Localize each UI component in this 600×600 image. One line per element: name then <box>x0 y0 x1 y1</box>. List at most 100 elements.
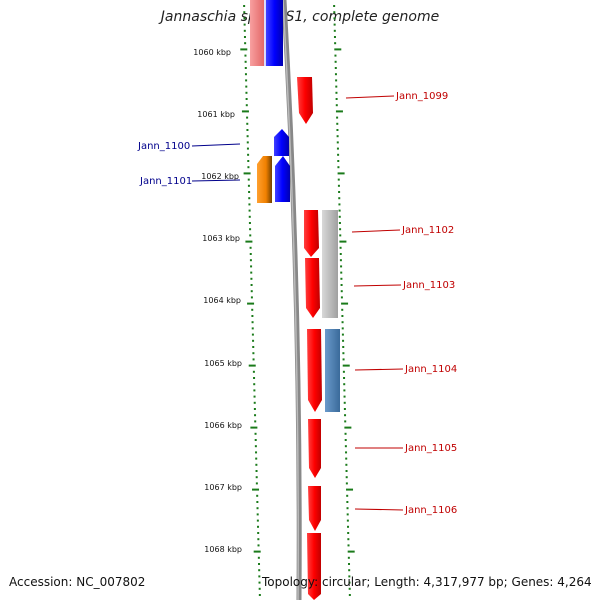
tick-outer <box>336 129 339 131</box>
tick-inner <box>258 587 261 590</box>
gene-label-jann-1105[interactable]: Jann_1105 <box>404 443 457 454</box>
tick-inner <box>248 191 251 193</box>
tick-inner <box>253 395 256 398</box>
leader-jann-1104 <box>354 368 404 371</box>
gene-top-light-red[interactable] <box>250 0 266 66</box>
tick-inner <box>247 160 250 162</box>
tick-outer <box>345 451 348 454</box>
tick-inner <box>257 556 260 559</box>
tick-outer <box>339 253 342 255</box>
tick-inner <box>247 302 255 305</box>
tick-outer <box>338 191 341 193</box>
tick-outer <box>339 259 342 262</box>
tick-inner <box>244 60 247 63</box>
tick-outer <box>346 507 349 510</box>
gene-gray[interactable] <box>322 210 338 318</box>
tick-inner <box>244 42 247 45</box>
tick-inner <box>251 308 254 311</box>
tick-inner <box>251 333 254 336</box>
tick-inner <box>252 488 260 491</box>
gene-jann-1103[interactable] <box>305 258 320 318</box>
gene-top-blue[interactable] <box>266 0 283 66</box>
tick-outer <box>334 60 337 63</box>
gene-orange[interactable] <box>257 156 272 203</box>
tick-outer <box>342 370 345 373</box>
gene-label-jann-1102[interactable]: Jann_1102 <box>401 225 454 236</box>
tick-outer <box>348 594 351 596</box>
tick-inner <box>245 98 248 100</box>
tick-outer <box>336 147 339 150</box>
tick-outer <box>341 333 344 336</box>
tick-outer <box>337 184 340 187</box>
tick-inner <box>245 85 248 88</box>
tick-inner <box>241 110 249 113</box>
tick-inner <box>256 507 259 510</box>
tick-inner <box>254 445 257 448</box>
tick-outer <box>335 79 338 82</box>
gene-label-jann-1099[interactable]: Jann_1099 <box>395 91 448 102</box>
tick-outer <box>337 166 340 169</box>
tick-inner <box>257 538 260 541</box>
tick-inner <box>254 432 257 435</box>
tick-outer <box>345 476 348 479</box>
tick-inner <box>252 370 255 373</box>
gene-label-jann-1100[interactable]: Jann_1100 <box>137 141 190 152</box>
gene-jann-1100[interactable] <box>274 129 289 156</box>
tick-outer <box>347 550 355 553</box>
genome-stats: circular4,317,977 bp4,264 <box>262 575 592 589</box>
tick-outer <box>341 308 344 311</box>
tick-outer <box>345 470 348 472</box>
gene-jann-1102[interactable] <box>304 210 319 257</box>
tick-outer <box>338 209 341 212</box>
tick-inner <box>247 153 250 156</box>
tick-inner <box>246 116 249 119</box>
gene-jann-1106[interactable] <box>308 486 321 531</box>
tick-outer <box>346 519 349 522</box>
tick-inner <box>257 532 260 534</box>
tick-outer <box>334 42 337 45</box>
tick-outer <box>333 36 336 38</box>
tick-inner <box>254 414 257 417</box>
leader-jann-1102 <box>351 229 401 233</box>
tick-outer <box>342 364 350 367</box>
gene-label-jann-1104[interactable]: Jann_1104 <box>404 364 457 375</box>
gene-jann-1105[interactable] <box>308 419 321 478</box>
leader-jann-1099 <box>345 95 395 99</box>
tick-inner <box>243 5 246 7</box>
gene-steel-blue[interactable] <box>325 329 340 412</box>
tick-inner <box>258 594 261 596</box>
tick-inner <box>244 73 247 76</box>
tick-inner <box>240 48 248 51</box>
tick-outer <box>337 178 340 181</box>
tick-outer <box>342 352 345 355</box>
tick-outer <box>348 581 351 584</box>
gene-label-jann-1103[interactable]: Jann_1103 <box>402 280 455 291</box>
tick-marks <box>240 5 355 596</box>
tick-inner <box>255 482 258 485</box>
gene-label-jann-1101[interactable]: Jann_1101 <box>139 176 192 187</box>
tick-outer <box>333 23 336 26</box>
gene-jann-1101[interactable] <box>275 156 290 202</box>
tick-outer <box>348 575 351 578</box>
tick-inner <box>245 240 253 243</box>
tick-inner <box>251 327 254 330</box>
tick-outer <box>342 358 345 361</box>
tick-outer <box>346 513 349 516</box>
gene-label-jann-1106[interactable]: Jann_1106 <box>404 505 457 516</box>
tick-outer <box>335 98 338 100</box>
tick-outer <box>333 5 336 7</box>
tick-outer <box>334 73 337 76</box>
tick-outer <box>337 153 340 156</box>
kbp-label-1066: 1066 kbp <box>204 421 242 430</box>
tick-inner <box>246 122 249 125</box>
tick-inner <box>248 197 251 200</box>
tick-inner <box>254 420 257 423</box>
gene-bottom[interactable] <box>307 533 321 600</box>
tick-inner <box>249 259 252 262</box>
tick-inner <box>244 54 247 57</box>
tick-inner <box>253 389 256 392</box>
gene-jann-1099[interactable] <box>297 77 313 124</box>
tick-outer <box>347 538 350 541</box>
gene-jann-1104[interactable] <box>307 329 322 412</box>
